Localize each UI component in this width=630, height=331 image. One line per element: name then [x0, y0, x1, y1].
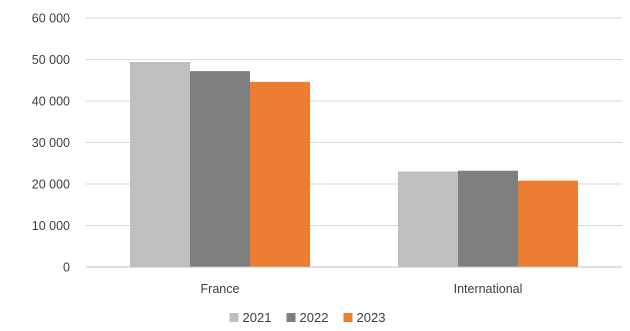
- y-tick-label: 50 000: [32, 53, 70, 67]
- y-tick-label: 30 000: [32, 136, 70, 150]
- bar-2023-International: [518, 180, 578, 267]
- legend-label: 2022: [300, 310, 329, 325]
- legend-item-2021: 2021: [229, 310, 272, 325]
- y-tick-label: 10 000: [32, 219, 70, 233]
- legend: 2021 2022 2023: [229, 310, 386, 325]
- legend-label: 2023: [357, 310, 386, 325]
- bar-2022-International: [458, 170, 518, 267]
- legend-label: 2021: [243, 310, 272, 325]
- y-tick-label: 40 000: [32, 95, 70, 109]
- bars: [130, 61, 578, 268]
- bar-2021-International: [398, 171, 458, 267]
- legend-swatch: [286, 313, 296, 322]
- legend-item-2022: 2022: [286, 310, 329, 325]
- x-axis-ticks: France International: [201, 282, 523, 296]
- y-axis-ticks: 0 10 000 20 000 30 000 40 000 50 000 60 000: [32, 12, 70, 275]
- legend-swatch: [343, 313, 353, 322]
- bar-2022-France: [190, 71, 250, 268]
- y-tick-label: 60 000: [32, 12, 70, 26]
- legend-swatch: [229, 313, 239, 322]
- bar-2023-France: [250, 81, 310, 267]
- x-tick-label: France: [201, 282, 240, 296]
- x-tick-label: International: [454, 282, 523, 296]
- bar-2021-France: [130, 61, 190, 267]
- legend-item-2023: 2023: [343, 310, 386, 325]
- y-tick-label: 0: [63, 261, 70, 275]
- y-tick-label: 20 000: [32, 178, 70, 192]
